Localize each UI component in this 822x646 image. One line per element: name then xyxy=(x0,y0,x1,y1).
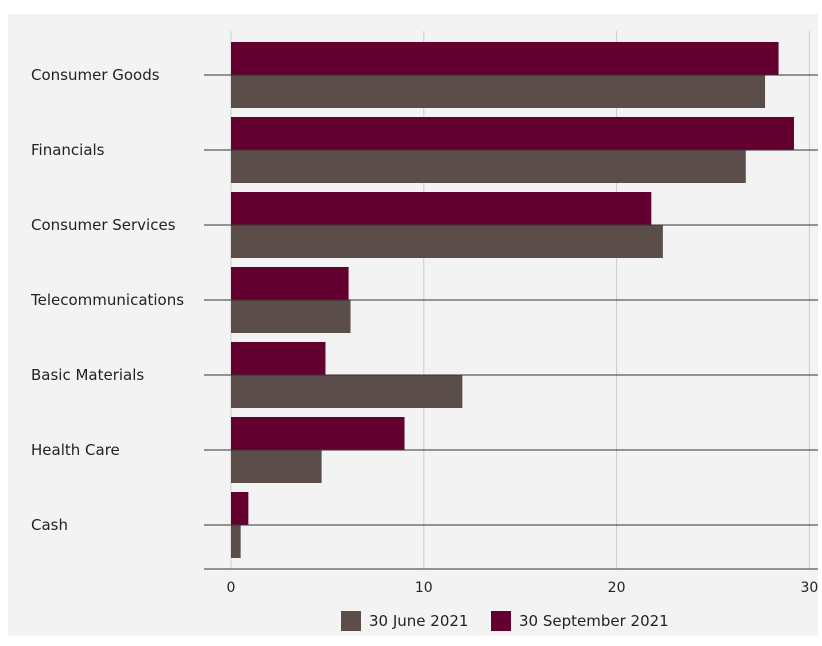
legend-swatch-30-september-2021 xyxy=(491,611,511,631)
legend-label-30-june-2021: 30 June 2021 xyxy=(369,612,468,630)
bar-30-september-2021-cash xyxy=(231,492,249,525)
bar-30-september-2021-telecommunications xyxy=(231,267,349,300)
category-label-telecommunications: Telecommunications xyxy=(30,291,184,309)
category-label-health-care: Health Care xyxy=(31,441,120,459)
x-tick-label-0: 0 xyxy=(227,580,236,596)
bar-30-september-2021-financials xyxy=(231,117,794,150)
bar-30-june-2021-financials xyxy=(231,150,746,183)
bar-30-june-2021-cash xyxy=(231,525,241,558)
legend-swatch-30-june-2021 xyxy=(341,611,361,631)
x-tick-label-20: 20 xyxy=(608,580,626,596)
category-label-consumer-services: Consumer Services xyxy=(31,216,176,234)
bar-30-june-2021-consumer-goods xyxy=(231,75,766,108)
bar-30-june-2021-telecommunications xyxy=(231,300,351,333)
category-label-financials: Financials xyxy=(31,141,105,159)
category-label-basic-materials: Basic Materials xyxy=(31,366,144,384)
category-label-consumer-goods: Consumer Goods xyxy=(31,66,160,84)
x-tick-label-30: 30 xyxy=(800,580,818,596)
bar-30-june-2021-health-care xyxy=(231,450,322,483)
legend-label-30-september-2021: 30 September 2021 xyxy=(519,612,669,630)
bar-30-september-2021-consumer-goods xyxy=(231,42,779,75)
bar-30-september-2021-basic-materials xyxy=(231,342,326,375)
bar-30-june-2021-consumer-services xyxy=(231,225,663,258)
bar-30-september-2021-consumer-services xyxy=(231,192,652,225)
bar-30-june-2021-basic-materials xyxy=(231,375,463,408)
x-tick-label-10: 10 xyxy=(415,580,433,596)
bar-30-september-2021-health-care xyxy=(231,417,405,450)
category-label-cash: Cash xyxy=(31,516,68,534)
